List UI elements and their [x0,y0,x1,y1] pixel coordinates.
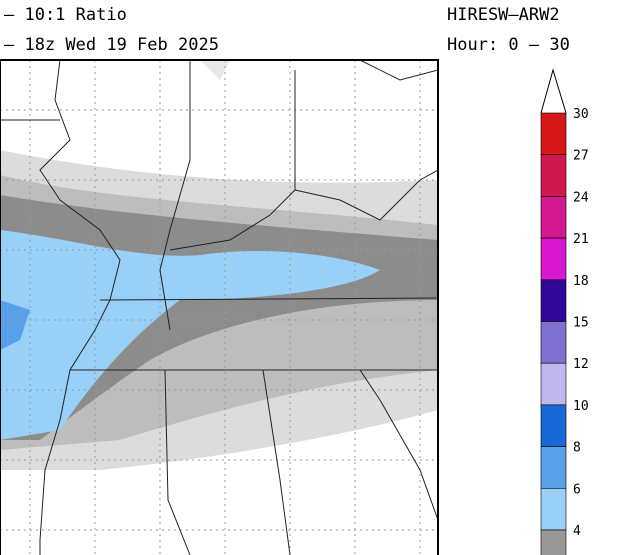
colorbar-box [540,362,567,406]
colorbar-label: 30 [573,107,589,122]
colorbar-box [540,321,567,364]
map [0,59,439,555]
colorbar-box [540,237,567,281]
colorbar-label: 4 [573,524,581,539]
colorbar-box [540,446,567,489]
colorbar-box [540,196,567,239]
colorbar-box [540,279,567,322]
colorbar-box [540,529,567,555]
colorbar-box [540,154,567,197]
colorbar-box [540,487,567,531]
colorbar-box [540,404,567,447]
colorbar-label: 6 [573,482,581,497]
colorbar-label: 21 [573,232,589,247]
colorbar-label: 10 [573,399,589,414]
header-line: – 10:1 Ratio [4,5,127,25]
header-line: – 18z Wed 19 Feb 2025 [4,35,219,55]
colorbar-box [540,112,567,156]
hour-range: Hour: 0 – 30 [447,35,570,55]
colorbar-label: 18 [573,274,589,289]
colorbar-arrow [540,68,567,114]
colorbar-label: 12 [573,357,589,372]
model-name: HIRESW–ARW2 [447,5,560,25]
colorbar-label: 27 [573,149,589,164]
colorbar: 30 27 24 21 18 15 12 10 8 6 4 [540,107,589,555]
colorbar-label: 15 [573,316,589,331]
colorbar-label: 24 [573,190,589,205]
colorbar-label: 8 [573,441,581,456]
